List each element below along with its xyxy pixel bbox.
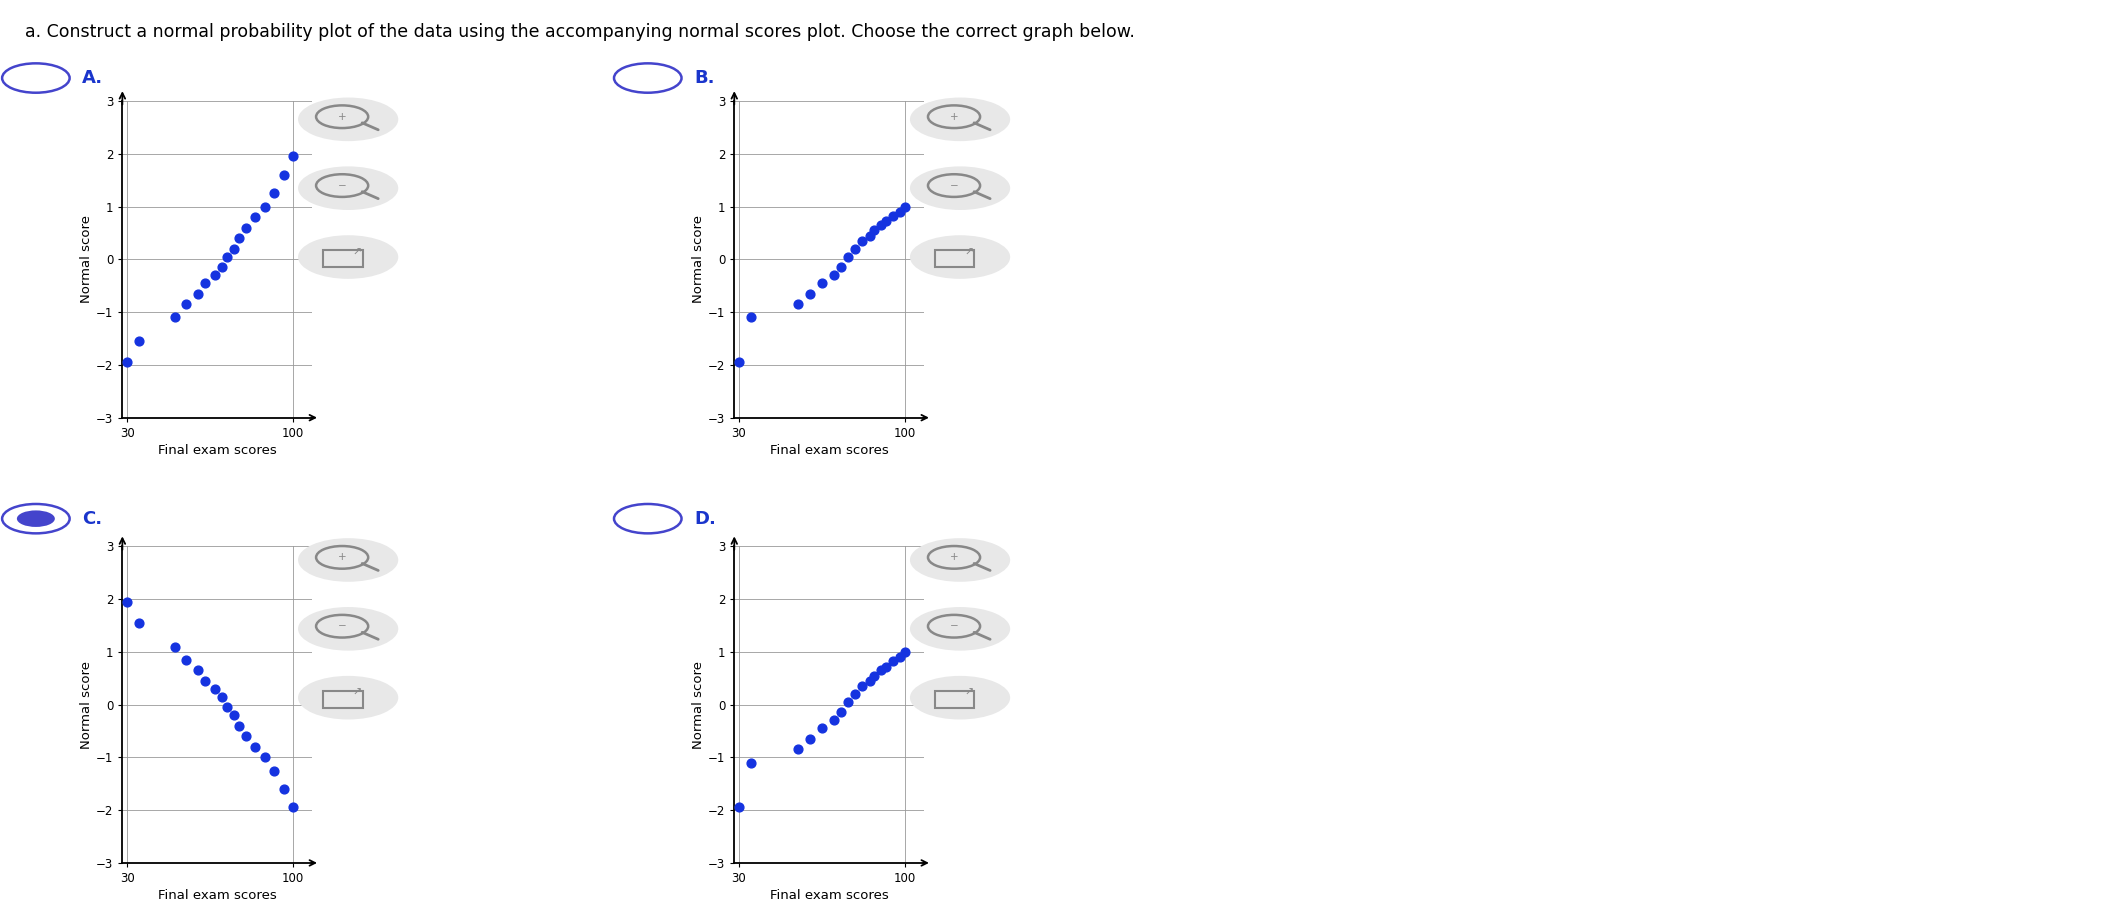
Point [817,713,850,728]
Point [257,186,291,201]
Point [122,615,156,630]
Point [806,275,840,290]
Text: B.: B. [694,69,715,87]
Point [211,250,243,264]
Point [188,674,222,688]
Point [222,718,255,733]
Point [831,695,865,710]
Point [876,654,909,668]
Point [249,750,283,765]
Point [181,286,215,301]
Point [852,674,886,688]
Point [110,594,143,609]
Text: D.: D. [694,509,715,528]
Point [806,721,840,735]
Point [276,149,310,163]
Text: ↗: ↗ [964,247,973,257]
Point [205,689,238,704]
Point [722,355,755,370]
Point [846,678,880,693]
Point [888,199,922,214]
Point [869,214,903,229]
Y-axis label: Normal score: Normal score [692,661,705,748]
Point [876,208,909,223]
Point [188,275,222,290]
Y-axis label: Normal score: Normal score [80,661,93,748]
Point [169,297,203,311]
Text: +: + [338,553,346,563]
Point [793,286,827,301]
Point [817,268,850,283]
Point [865,663,899,677]
Text: +: + [950,112,958,122]
Point [238,210,272,225]
Text: a. Construct a normal probability plot of the data using the accompanying normal: a. Construct a normal probability plot o… [25,23,1135,41]
Point [217,241,251,256]
Point [257,763,291,778]
Point [211,700,243,714]
Point [205,260,238,274]
Point [734,310,768,325]
Point [110,355,143,370]
Point [781,742,814,756]
Text: +: + [950,553,958,563]
Point [734,756,768,770]
Point [781,297,814,311]
Point [888,644,922,659]
Point [266,782,302,797]
Text: ↗: ↗ [352,688,361,698]
Text: −: − [338,181,346,191]
Point [831,250,865,264]
Text: −: − [950,621,958,632]
Point [169,653,203,667]
Y-axis label: Normal score: Normal score [692,216,705,303]
Y-axis label: Normal score: Normal score [80,216,93,303]
Point [158,639,192,654]
Point [825,260,859,274]
X-axis label: Final exam scores: Final exam scores [770,444,888,457]
Text: ↗: ↗ [964,688,973,698]
X-axis label: Final exam scores: Final exam scores [158,444,276,457]
Text: +: + [338,112,346,122]
Text: A.: A. [82,69,103,87]
Point [217,708,251,722]
Point [838,687,871,701]
Text: −: − [950,181,958,191]
Point [181,663,215,677]
Point [276,800,310,815]
Point [230,729,262,744]
Point [884,650,918,665]
X-axis label: Final exam scores: Final exam scores [158,890,276,902]
Point [266,167,302,182]
Point [869,659,903,674]
Point [884,205,918,219]
Point [249,199,283,214]
Point [722,800,755,815]
Text: ↗: ↗ [352,247,361,257]
Point [852,229,886,243]
Point [865,218,899,232]
Point [198,268,232,283]
Text: C.: C. [82,509,103,528]
Point [122,334,156,349]
Point [222,230,255,245]
X-axis label: Final exam scores: Final exam scores [770,890,888,902]
Point [158,310,192,325]
Text: −: − [338,621,346,632]
Point [825,705,859,720]
Point [230,220,262,235]
Point [198,681,232,696]
Point [857,668,890,683]
Point [238,740,272,755]
Point [793,732,827,746]
Point [838,241,871,256]
Point [846,233,880,248]
Point [857,223,890,238]
